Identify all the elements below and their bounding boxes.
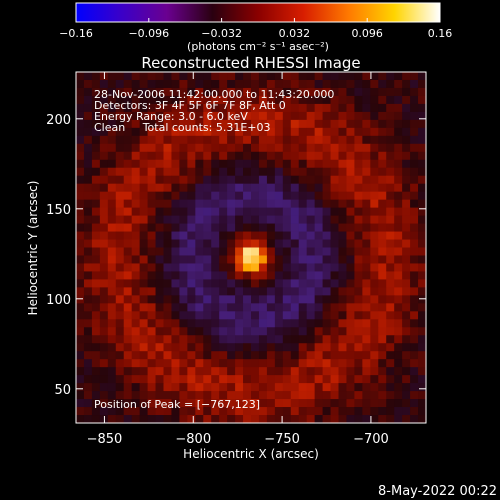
colorbar-units: (photons cm⁻² s⁻¹ asec⁻²): [187, 40, 329, 53]
plot-frame: [75, 71, 427, 424]
footer-date: 8-May-2022 00:22: [378, 484, 497, 499]
x-tick-label: −750: [264, 432, 300, 447]
annotation-time: 28-Nov-2006 11:42:00.000 to 11:43:20.000: [94, 88, 334, 101]
y-axis-label: Heliocentric Y (arcsec): [26, 181, 40, 316]
annotation-counts: Clean Total counts: 5.31E+03: [94, 121, 271, 134]
y-tick-label: 200: [46, 113, 71, 128]
colorbar-tick-label: 0.16: [428, 27, 453, 40]
heatmap-image: [76, 72, 426, 423]
axis-ticks: −850 −800 −750 −700 50 100 150 200: [46, 72, 426, 447]
colorbar-tick-label: −0.16: [59, 27, 93, 40]
annotation-block: 28-Nov-2006 11:42:00.000 to 11:43:20.000…: [94, 88, 334, 134]
peak-position-label: Position of Peak = [−767,123]: [94, 398, 260, 411]
colorbar: [75, 2, 441, 23]
x-tick-label: −700: [353, 432, 389, 447]
colorbar-tick-label: −0.096: [128, 27, 169, 40]
x-tick-label: −800: [175, 432, 211, 447]
y-tick-label: 150: [46, 203, 71, 218]
colorbar-tick-label: −0.032: [201, 27, 242, 40]
x-axis-label: Heliocentric X (arcsec): [183, 447, 319, 461]
annotation-detectors: Detectors: 3F 4F 5F 6F 7F 8F, Att 0: [94, 99, 286, 112]
x-tick-label: −850: [87, 432, 123, 447]
colorbar-ticks: −0.16 −0.096 −0.032 0.032 0.096 0.16: [59, 18, 452, 40]
colorbar-tick-label: 0.032: [279, 27, 311, 40]
y-tick-label: 100: [46, 293, 71, 308]
colorbar-tick-label: 0.096: [351, 27, 383, 40]
annotation-energy: Energy Range: 3.0 - 6.0 keV: [94, 110, 248, 123]
chart-title: Reconstructed RHESSI Image: [141, 54, 360, 72]
y-tick-label: 50: [54, 383, 71, 398]
